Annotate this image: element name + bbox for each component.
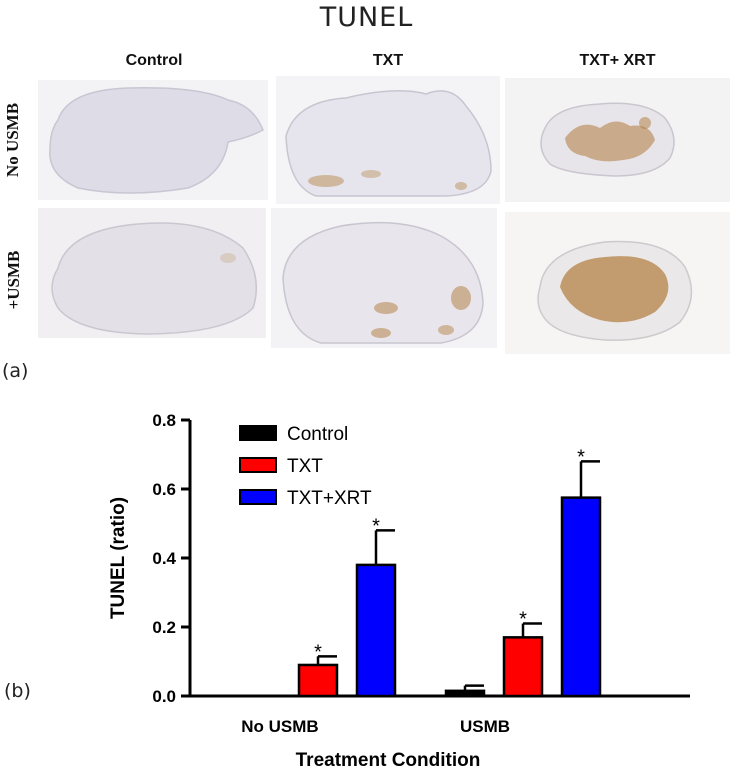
figure-title: TUNEL (319, 2, 414, 33)
bar-txt-xrt (560, 496, 602, 698)
micrograph-usmb-control (38, 208, 266, 338)
y-tick-label: 0.4 (152, 549, 176, 568)
row-label-no-usmb: No USMB (3, 102, 22, 178)
micrograph-usmb-txt-xrt (505, 212, 730, 354)
column-label-txt: TXT (372, 52, 404, 69)
tissue-section-image (38, 80, 268, 200)
y-tick-label: 0.6 (152, 480, 176, 499)
legend-label: TXT (287, 456, 323, 477)
column-label-control: Control (125, 52, 183, 69)
bar-txt-xrt (355, 563, 397, 698)
bar-txt (502, 636, 544, 698)
significance-marker: * (314, 641, 322, 663)
significance-marker: * (372, 515, 380, 537)
significance-marker: * (577, 446, 585, 468)
y-tick-label: 0.0 (152, 687, 176, 706)
tissue-section-image (276, 76, 500, 204)
panel-a-tag: (a) (2, 360, 29, 382)
legend-swatch (239, 457, 277, 473)
significance-marker: * (519, 609, 527, 631)
bar-txt (297, 663, 339, 698)
row-label-plus-usmb: +USMB (4, 250, 23, 310)
legend-swatch (239, 425, 277, 441)
panel-b-tag: (b) (4, 680, 31, 702)
micrograph-no-usmb-txt-xrt (505, 78, 730, 202)
x-axis-title: Treatment Condition (296, 750, 481, 768)
y-tick-label: 0.8 (152, 411, 176, 430)
x-category-label: USMB (460, 717, 510, 736)
bar-control (444, 689, 486, 698)
tunel-bar-chart: 0.0 0.2 0.4 0.6 0.8 TUNEL (ratio) Treatment Co… (108, 411, 690, 768)
tissue-section-image (271, 208, 497, 348)
micrograph-usmb-txt (271, 208, 497, 348)
tissue-section-image (505, 78, 730, 202)
y-axis-title: TUNEL (ratio) (108, 497, 129, 619)
y-tick-label: 0.2 (152, 618, 176, 637)
x-category-label: No USMB (241, 717, 318, 736)
column-label-txt-xrt: TXT+ XRT (579, 52, 656, 69)
tissue-section-image (505, 212, 730, 354)
micrograph-no-usmb-control (38, 80, 268, 200)
tissue-section-image (38, 208, 266, 338)
legend-label: TXT+XRT (287, 488, 372, 509)
micrograph-no-usmb-txt (276, 76, 500, 204)
legend-swatch (239, 489, 277, 505)
legend-label: Control (287, 424, 348, 445)
